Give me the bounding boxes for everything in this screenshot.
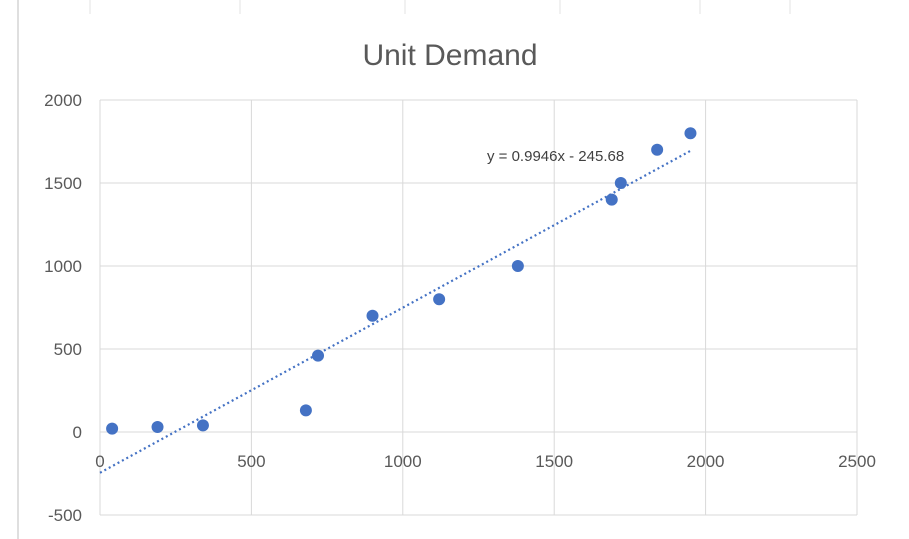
data-point	[614, 177, 627, 189]
data-point	[684, 127, 697, 140]
x-tick-label: 1000	[384, 452, 422, 471]
data-point	[151, 421, 164, 434]
chart-title: Unit Demand	[362, 39, 537, 72]
trendline-equation-label: y = 0.9946x - 245.68	[487, 148, 624, 165]
data-point	[299, 404, 312, 417]
data-point	[312, 349, 325, 362]
data-point	[605, 193, 618, 206]
data-point	[196, 419, 209, 432]
y-tick-label: -500	[48, 506, 82, 525]
tick-labels: -500 0 500 1000 1500 2000 0 500 1000 1500 2000 2500	[44, 91, 876, 525]
trendline	[99, 149, 691, 474]
x-tick-label: 2500	[838, 452, 876, 471]
y-tick-label: 0	[73, 423, 82, 442]
y-tick-label: 2000	[44, 91, 82, 110]
data-point	[651, 143, 664, 156]
data-point	[106, 422, 119, 435]
x-tick-label: 0	[95, 452, 104, 471]
x-tick-label: 1500	[535, 452, 573, 471]
data-point	[511, 260, 524, 272]
x-tick-label: 500	[237, 452, 265, 471]
gridlines	[99, 99, 858, 516]
x-tick-label: 2000	[687, 452, 725, 471]
data-point	[433, 293, 446, 306]
trendline-group	[99, 149, 691, 474]
y-tick-label: 1000	[44, 257, 82, 276]
data-point	[366, 309, 379, 322]
data-points	[106, 127, 697, 435]
y-tick-label: 500	[54, 340, 82, 359]
y-tick-label: 1500	[44, 174, 82, 193]
